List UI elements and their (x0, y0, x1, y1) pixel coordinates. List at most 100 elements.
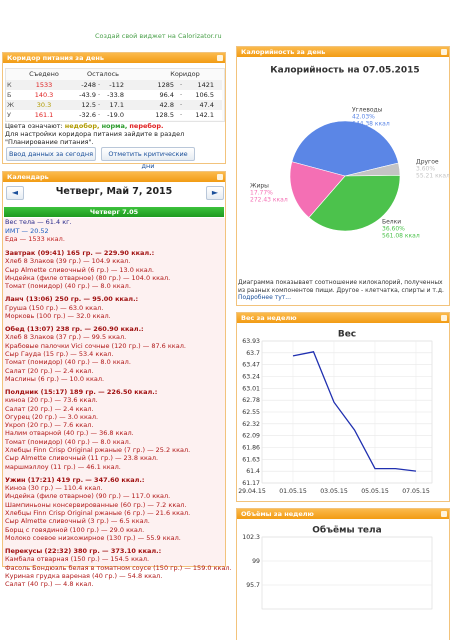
x-tick-label: 05.05.15 (361, 488, 389, 495)
legend: Цвета означают: недобор, норма, перебор. (5, 122, 164, 130)
prev-button[interactable]: ◄ (6, 186, 24, 200)
meal-item: Куриная грудка вареная (40 гр.) — 54.8 к… (5, 571, 163, 580)
eaten: 140.3 (34, 91, 54, 99)
meal-item: Индейка (филе отварное) (80 гр.) — 104.0… (5, 273, 171, 282)
button[interactable]: Ввод данных за сегодня (6, 147, 96, 161)
range-min: 42.8 (159, 101, 174, 109)
row-label: Б (7, 91, 12, 99)
y-tick-label: 61.17 (242, 480, 260, 487)
calories-title: Калорийность за день (241, 48, 326, 56)
x-tick-label: 03.05.15 (320, 488, 348, 495)
left-max: -112 (109, 81, 124, 89)
meal-item: маршмэллоу (11 гр.) — 46.1 ккал. (5, 462, 121, 471)
meal-item: Салат (40 гр.) — 4.8 ккал. (5, 580, 94, 589)
meal-item: Груша (150 гр.) — 63.0 ккал. (5, 303, 104, 312)
y-tick-label: 62.09 (242, 433, 260, 440)
meal-item: киноа (20 гр.) — 73.6 ккал. (5, 396, 98, 405)
widget-link[interactable]: Создай свой виджет на Calorizator.ru (95, 32, 222, 40)
chart-note: Диаграмма показывает соотношение килокал… (238, 279, 444, 301)
left-max: 17.1 (109, 101, 124, 109)
y-tick-label: 95.7 (246, 582, 260, 589)
weight-header: Вес за неделю (237, 313, 449, 323)
column-header: Осталось (87, 70, 119, 78)
data-line (292, 351, 417, 472)
separator: · (98, 101, 101, 109)
left-max: -33.8 (107, 91, 124, 99)
separator: · (98, 111, 101, 119)
calendar-panel: Календарь (2, 171, 226, 567)
left-min: 12.5 (81, 101, 96, 109)
meal-item: Сыр Almette сливочный (3 гр.) — 6.5 ккал… (5, 517, 150, 526)
calendar-day-bg (3, 218, 225, 566)
row-label: К (7, 81, 12, 89)
meal-item: Салат (20 гр.) — 2.4 ккал. (5, 366, 94, 375)
legend-text: Цвета означают: (5, 122, 63, 130)
weight-title: Вес за неделю (241, 314, 297, 322)
separator: · (180, 101, 183, 109)
chart-title: Объёмы тела (312, 525, 381, 536)
y-tick-label: 62.55 (242, 409, 260, 416)
meal-item: Маслины (6 гр.) — 10.0 ккал. (5, 374, 105, 383)
y-tick-label: 61.86 (242, 445, 260, 452)
y-tick-label: 102.3 (242, 534, 260, 541)
y-tick-label: 63.47 (242, 362, 260, 369)
left-min: -43.9 (79, 91, 96, 99)
chart-title: Вес (338, 330, 356, 340)
calendar-title: Календарь (7, 173, 49, 181)
separator: · (180, 111, 183, 119)
range-max: 1421 (197, 81, 214, 89)
next-button[interactable]: ► (206, 186, 224, 200)
x-tick-label: 01.05.15 (279, 488, 307, 495)
legend-item: норма, (101, 122, 128, 130)
y-tick-label: 61.63 (242, 456, 260, 463)
day-stat: ИМТ — 20.52 (5, 226, 49, 235)
range-min: 128.5 (155, 111, 174, 119)
meal-item: Морковь (100 гр.) — 32.0 ккал. (5, 311, 111, 320)
meal-title: Полдник (15:17) 189 гр. — 226.50 ккал.: (5, 387, 158, 396)
meal-item: Томат (помидор) (40 гр.) — 8.0 ккал. (5, 282, 131, 291)
meal-item: Огурец (20 гр.) — 3.0 ккал. (5, 412, 99, 421)
meal-item: Сыр Almette сливочный (11 гр.) — 23.8 кк… (5, 454, 159, 463)
slice-name: Белки (382, 219, 401, 226)
slice-percent: 3.60% (416, 166, 435, 173)
calendar-date: Четверг, Май 7, 2015 (55, 186, 173, 197)
meal-item: Камбала отварная (150 гр.) — 154.5 ккал. (5, 555, 150, 564)
range-max: 106.5 (195, 91, 214, 99)
meal-item: Хлебцы Finn Crisp Original ржаные (7 гр.… (5, 446, 191, 454)
range-min: 96.4 (159, 91, 174, 99)
more-link[interactable]: Подробнее тут... (238, 294, 291, 301)
meal-item: Фасоль Бондюэль белая в томатном соусе (… (5, 563, 232, 572)
column-header: Съедено (29, 70, 59, 78)
button[interactable]: Отметить критические дни (101, 147, 195, 170)
slice-energy: 272.43 ккал (250, 197, 288, 204)
x-tick-label: 29.04.15 (238, 488, 266, 495)
meal-item: Крабовые палочки Vici сочные (120 гр.) —… (5, 341, 186, 350)
eaten: 1533 (35, 81, 53, 89)
y-tick-label: 99 (252, 558, 260, 565)
meal-item: Укроп (20 гр.) — 7.6 ккал. (5, 421, 94, 430)
slice-name: Жиры (250, 183, 269, 190)
meal-item: Налим отварной (40 гр.) — 36.8 ккал. (5, 429, 134, 438)
meal-item: Борщ с говядиной (100 гр.) — 29.0 ккал. (5, 525, 145, 534)
separator: · (180, 91, 183, 99)
x-tick-label: 07.05.15 (402, 488, 430, 495)
slice-energy: 55.21 ккал (416, 173, 450, 180)
legend-item: недобор, (64, 122, 100, 130)
day-stat: Еда — 1533 ккал. (5, 235, 65, 243)
pie-slice (291, 120, 399, 177)
y-tick-label: 63.93 (242, 338, 260, 345)
calendar-header: Календарь (3, 172, 225, 182)
meal-item: Сыр Almette сливочный (6 гр.) — 13.0 кка… (5, 265, 154, 274)
row-bg (6, 80, 222, 90)
slice-name: Углеводы (352, 107, 383, 114)
left-max: -19.0 (107, 111, 124, 119)
pie-slice (308, 174, 401, 232)
eaten: 30.3 (36, 101, 52, 109)
left-min: -32.6 (79, 111, 96, 119)
meal-item: Киноа (30 гр.) — 110.4 ккал. (5, 484, 103, 492)
plot-area (261, 536, 433, 610)
slice-percent: 17.77% (250, 190, 273, 197)
column-header: Коридор (170, 70, 200, 78)
slice-percent: 42.03% (352, 114, 375, 121)
